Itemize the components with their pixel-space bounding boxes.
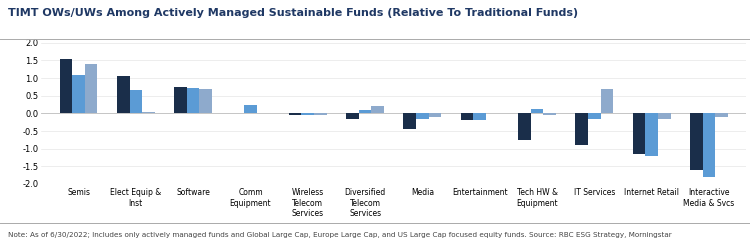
Bar: [371, 106, 384, 113]
Bar: [59, 59, 72, 113]
Bar: [302, 113, 314, 115]
Bar: [416, 113, 429, 119]
Text: Note: As of 6/30/2022; Includes only actively managed funds and Global Large Cap: Note: As of 6/30/2022; Includes only act…: [8, 232, 671, 238]
Bar: [404, 113, 416, 129]
Bar: [588, 113, 601, 119]
Bar: [518, 113, 531, 140]
Bar: [358, 110, 371, 113]
Bar: [200, 89, 212, 113]
Bar: [289, 113, 302, 115]
Bar: [85, 64, 98, 113]
Bar: [429, 113, 441, 117]
Bar: [601, 89, 613, 113]
Bar: [543, 113, 556, 115]
Bar: [130, 90, 142, 113]
Bar: [531, 109, 543, 113]
Bar: [460, 113, 473, 120]
Bar: [244, 105, 256, 113]
Bar: [187, 88, 200, 113]
Bar: [117, 76, 130, 113]
Bar: [716, 113, 728, 117]
Bar: [72, 75, 85, 113]
Bar: [575, 113, 588, 145]
Bar: [142, 112, 154, 113]
Bar: [658, 113, 670, 119]
Bar: [174, 87, 187, 113]
Bar: [346, 113, 358, 119]
Bar: [690, 113, 703, 170]
Text: TIMT OWs/UWs Among Actively Managed Sustainable Funds (Relative To Traditional F: TIMT OWs/UWs Among Actively Managed Sust…: [8, 8, 578, 18]
Bar: [703, 113, 715, 177]
Bar: [633, 113, 645, 154]
Bar: [645, 113, 658, 156]
Bar: [314, 113, 327, 115]
Bar: [473, 113, 486, 120]
